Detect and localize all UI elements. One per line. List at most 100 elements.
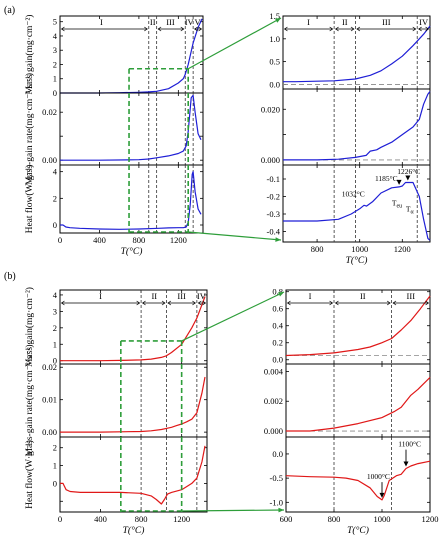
subplot-frame <box>59 363 208 438</box>
region-arrowhead <box>192 300 196 306</box>
y-tick-label: 1 <box>53 339 57 349</box>
region-arrowhead <box>425 26 430 32</box>
y-tick-label: 0 <box>53 478 57 488</box>
panel-label-b: (b) <box>4 271 16 282</box>
region-arrowhead <box>60 26 65 32</box>
y-axis-label: Mass gain(mg·cm⁻²) <box>24 15 35 95</box>
y-tick-label: 0.2 <box>272 338 283 348</box>
subplot-frame <box>59 436 208 513</box>
zoom-guide-arrow <box>188 231 282 241</box>
y-tick-label: 0.0 <box>272 449 283 459</box>
y-tick-label: 0.020 <box>261 104 280 114</box>
annotation-arrowhead <box>396 179 402 185</box>
annotation-label: 1185°C <box>375 174 398 183</box>
region-label: V <box>195 17 202 27</box>
series-line <box>283 91 431 161</box>
y-tick-label: 0.002 <box>264 396 283 406</box>
region-arrowhead <box>198 26 203 32</box>
x-axis-label: T(°C) <box>347 525 369 536</box>
y-tick-label: 3 <box>53 306 57 316</box>
region-arrowhead <box>356 26 361 32</box>
annotation-arrowhead <box>403 461 409 467</box>
region-arrowhead <box>286 300 291 306</box>
region-arrowhead <box>334 26 339 32</box>
annotation-subscript: eu <box>396 203 402 209</box>
series-line <box>60 18 203 94</box>
series-line <box>60 445 206 505</box>
zoom-guide-arrowhead <box>278 507 284 513</box>
y-tick-label: 0 <box>53 88 57 98</box>
y-tick-label: -0.3 <box>267 209 280 219</box>
series-line <box>286 376 431 432</box>
region-label: II <box>151 291 157 301</box>
x-tick-label: 1200 <box>394 244 411 254</box>
annotation-label: Tα <box>406 204 415 215</box>
region-label: II <box>150 17 156 27</box>
y-tick-label: 4 <box>53 290 58 300</box>
annotation-label: 1000°C <box>367 472 390 481</box>
region-arrowhead <box>418 26 422 32</box>
series-line <box>60 376 206 433</box>
region-arrowhead <box>157 26 162 32</box>
x-tick-label: 600 <box>280 514 293 524</box>
y-tick-label: 2 <box>53 443 57 453</box>
y-tick-label: -0.4 <box>267 227 281 237</box>
y-tick-label: 5 <box>53 17 57 27</box>
y-axis-label: Heat flow(W·g⁻¹) <box>24 165 35 234</box>
y-tick-label: 0.000 <box>261 155 280 165</box>
region-arrowhead <box>425 300 430 306</box>
x-tick-label: 1200 <box>173 514 190 524</box>
region-arrowhead <box>144 26 148 32</box>
y-tick-label: 0.6 <box>272 304 283 314</box>
x-tick-label: 0 <box>58 235 62 245</box>
y-tick-label: -0.5 <box>270 473 283 483</box>
y-tick-label: 2 <box>53 193 57 203</box>
region-arrowhead <box>60 300 65 306</box>
region-arrowhead <box>180 26 185 32</box>
x-tick-label: 800 <box>135 514 148 524</box>
region-label: III <box>382 17 391 27</box>
x-tick-label: 1000 <box>374 514 391 524</box>
subplot-frame <box>59 92 204 166</box>
region-arrowhead <box>167 300 172 306</box>
subplot-frame <box>282 15 431 90</box>
y-tick-label: 0.004 <box>264 366 284 376</box>
series-line <box>60 94 202 161</box>
x-tick-label: 400 <box>93 235 106 245</box>
region-label: II <box>360 291 366 301</box>
series-line <box>283 25 431 83</box>
annotation-arrowhead <box>405 175 411 181</box>
zoom-guide-arrow <box>181 291 285 342</box>
region-arrowhead <box>329 300 334 306</box>
x-tick-label: 400 <box>94 514 107 524</box>
region-label: IV <box>197 291 207 301</box>
region-label: III <box>407 291 416 301</box>
y-tick-label: 0.00 <box>42 155 57 165</box>
x-tick-label: 800 <box>133 235 146 245</box>
y-tick-label: -0.1 <box>267 174 280 184</box>
region-arrowhead <box>136 300 141 306</box>
region-label: III <box>166 17 175 27</box>
region-arrowhead <box>202 300 207 306</box>
x-tick-label: 800 <box>328 514 341 524</box>
region-label: III <box>177 291 186 301</box>
series-line <box>285 460 431 501</box>
subplot-frame <box>282 88 431 166</box>
x-axis-label: T(°C) <box>121 246 143 257</box>
y-tick-label: 1 <box>53 461 57 471</box>
region-arrowhead <box>329 26 334 32</box>
region-arrowhead <box>412 26 417 32</box>
x-tick-label: 800 <box>311 244 324 254</box>
y-tick-label: 0.8 <box>272 287 283 297</box>
y-tick-label: 2 <box>53 323 57 333</box>
annotation-label: Teu <box>392 198 402 209</box>
y-tick-label: -1.0 <box>270 497 283 507</box>
zoom-guide-arrow <box>181 509 285 512</box>
y-tick-label: 0.0 <box>272 355 283 365</box>
region-arrowhead <box>283 26 288 32</box>
y-tick-label: 4 <box>53 167 58 177</box>
region-arrowhead <box>161 300 166 306</box>
region-arrowhead <box>141 300 146 306</box>
